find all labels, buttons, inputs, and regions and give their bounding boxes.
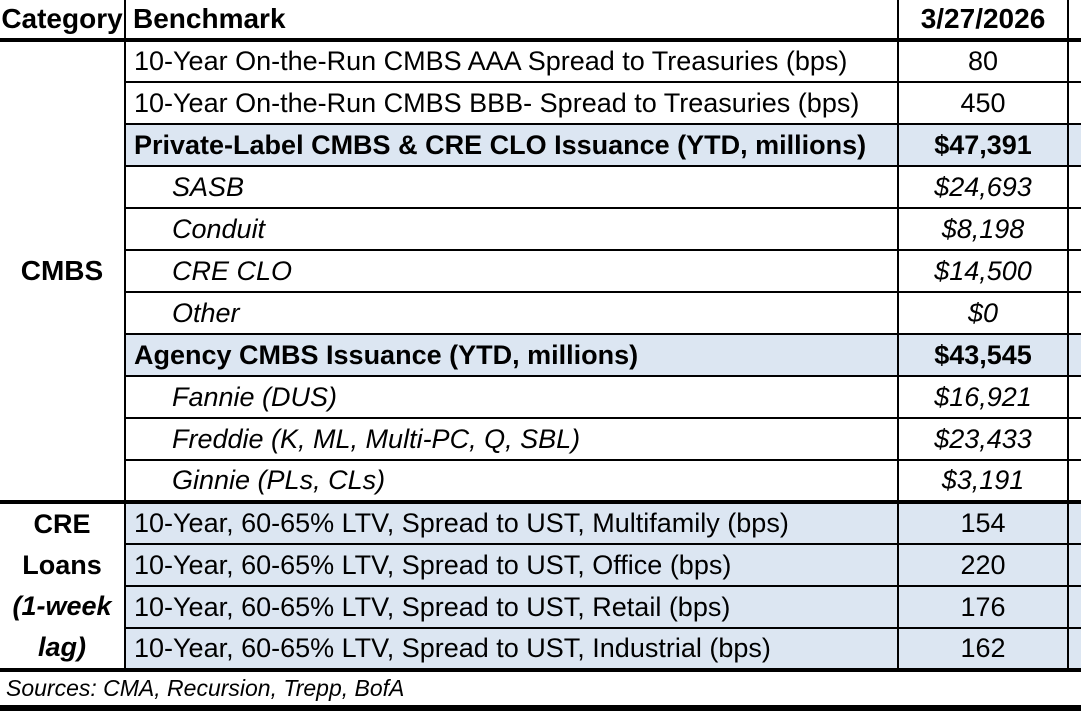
partial-cell — [1067, 417, 1081, 461]
value-cell: 162 — [897, 627, 1069, 672]
partial-cell — [1067, 165, 1081, 209]
benchmark-cell: 10-Year, 60-65% LTV, Spread to UST, Indu… — [124, 627, 899, 672]
value-cell: $0 — [897, 291, 1069, 335]
value-cell: $24,693 — [897, 165, 1069, 209]
partial-cell — [1067, 39, 1081, 83]
partial-cell — [1067, 585, 1081, 629]
partial-cell — [1067, 291, 1081, 335]
bottom-divider — [0, 705, 1081, 711]
value-cell: $23,433 — [897, 417, 1069, 461]
value-cell: $47,391 — [897, 123, 1069, 167]
value-cell: $43,545 — [897, 333, 1069, 377]
category-line: CRE — [33, 509, 91, 539]
table-row-detail: Other $0 — [0, 291, 1081, 335]
header-row: Category Benchmark 3/27/2026 — [0, 0, 1081, 42]
table-row: 10-Year On-the-Run CMBS BBB- Spread to T… — [0, 81, 1081, 125]
table-row: CMBS 10-Year On-the-Run CMBS AAA Spread … — [0, 39, 1081, 504]
column-header-next-partial — [1067, 0, 1081, 42]
benchmark-table: Category Benchmark 3/27/2026 CMBS 10-Yea… — [0, 0, 1081, 672]
partial-cell — [1067, 249, 1081, 293]
column-header-category: Category — [0, 0, 126, 42]
table-row-detail: Freddie (K, ML, Multi-PC, Q, SBL) $23,43… — [0, 417, 1081, 461]
benchmark-cell: CRE CLO — [124, 249, 899, 293]
value-cell: 176 — [897, 585, 1069, 629]
benchmark-cell: 10-Year, 60-65% LTV, Spread to UST, Mult… — [124, 501, 899, 545]
table-row-detail: Conduit $8,198 — [0, 207, 1081, 251]
value-cell: $3,191 — [897, 459, 1069, 504]
column-header-date: 3/27/2026 — [897, 0, 1069, 42]
value-cell: $14,500 — [897, 249, 1069, 293]
benchmark-cell: Freddie (K, ML, Multi-PC, Q, SBL) — [124, 417, 899, 461]
benchmark-cell: 10-Year, 60-65% LTV, Spread to UST, Reta… — [124, 585, 899, 629]
partial-cell — [1067, 543, 1081, 587]
sources-note: Sources: CMA, Recursion, Trepp, BofA — [6, 675, 405, 701]
partial-cell — [1067, 627, 1081, 672]
partial-cell — [1067, 459, 1081, 504]
category-cell-cmbs: CMBS — [0, 39, 126, 504]
table-row-detail: CRE CLO $14,500 — [0, 249, 1081, 293]
column-header-benchmark: Benchmark — [124, 0, 899, 42]
table-row-highlight: CRE Loans (1-week lag) 10-Year, 60-65% L… — [0, 501, 1081, 672]
category-line: Loans — [22, 550, 102, 580]
value-cell: $8,198 — [897, 207, 1069, 251]
category-cell-cre-loans: CRE Loans (1-week lag) — [0, 501, 126, 672]
category-line: lag) — [37, 632, 86, 662]
partial-cell — [1067, 81, 1081, 125]
table-row-detail: SASB $24,693 — [0, 165, 1081, 209]
value-cell: 80 — [897, 39, 1069, 83]
benchmark-cell: Fannie (DUS) — [124, 375, 899, 419]
benchmark-cell: 10-Year On-the-Run CMBS AAA Spread to Tr… — [124, 39, 899, 83]
table-row-highlight: 10-Year, 60-65% LTV, Spread to UST, Indu… — [0, 627, 1081, 672]
partial-cell — [1067, 375, 1081, 419]
benchmark-cell: Agency CMBS Issuance (YTD, millions) — [124, 333, 899, 377]
table-row-detail: Fannie (DUS) $16,921 — [0, 375, 1081, 419]
benchmark-cell: 10-Year, 60-65% LTV, Spread to UST, Offi… — [124, 543, 899, 587]
benchmark-cell: Private-Label CMBS & CRE CLO Issuance (Y… — [124, 123, 899, 167]
benchmark-cell: 10-Year On-the-Run CMBS BBB- Spread to T… — [124, 81, 899, 125]
partial-cell — [1067, 123, 1081, 167]
benchmark-cell: Other — [124, 291, 899, 335]
table-row-subtotal: Agency CMBS Issuance (YTD, millions) $43… — [0, 333, 1081, 377]
value-cell: 450 — [897, 81, 1069, 125]
partial-cell — [1067, 501, 1081, 545]
value-cell: 154 — [897, 501, 1069, 545]
value-cell: $16,921 — [897, 375, 1069, 419]
table-row-subtotal: Private-Label CMBS & CRE CLO Issuance (Y… — [0, 123, 1081, 167]
table-row-highlight: 10-Year, 60-65% LTV, Spread to UST, Offi… — [0, 543, 1081, 587]
table-row-highlight: 10-Year, 60-65% LTV, Spread to UST, Reta… — [0, 585, 1081, 629]
benchmark-cell: Ginnie (PLs, CLs) — [124, 459, 899, 504]
partial-cell — [1067, 333, 1081, 377]
category-line: (1-week — [12, 591, 112, 621]
benchmark-cell: SASB — [124, 165, 899, 209]
value-cell: 220 — [897, 543, 1069, 587]
table-row-detail: Ginnie (PLs, CLs) $3,191 — [0, 459, 1081, 504]
partial-cell — [1067, 207, 1081, 251]
benchmark-cell: Conduit — [124, 207, 899, 251]
